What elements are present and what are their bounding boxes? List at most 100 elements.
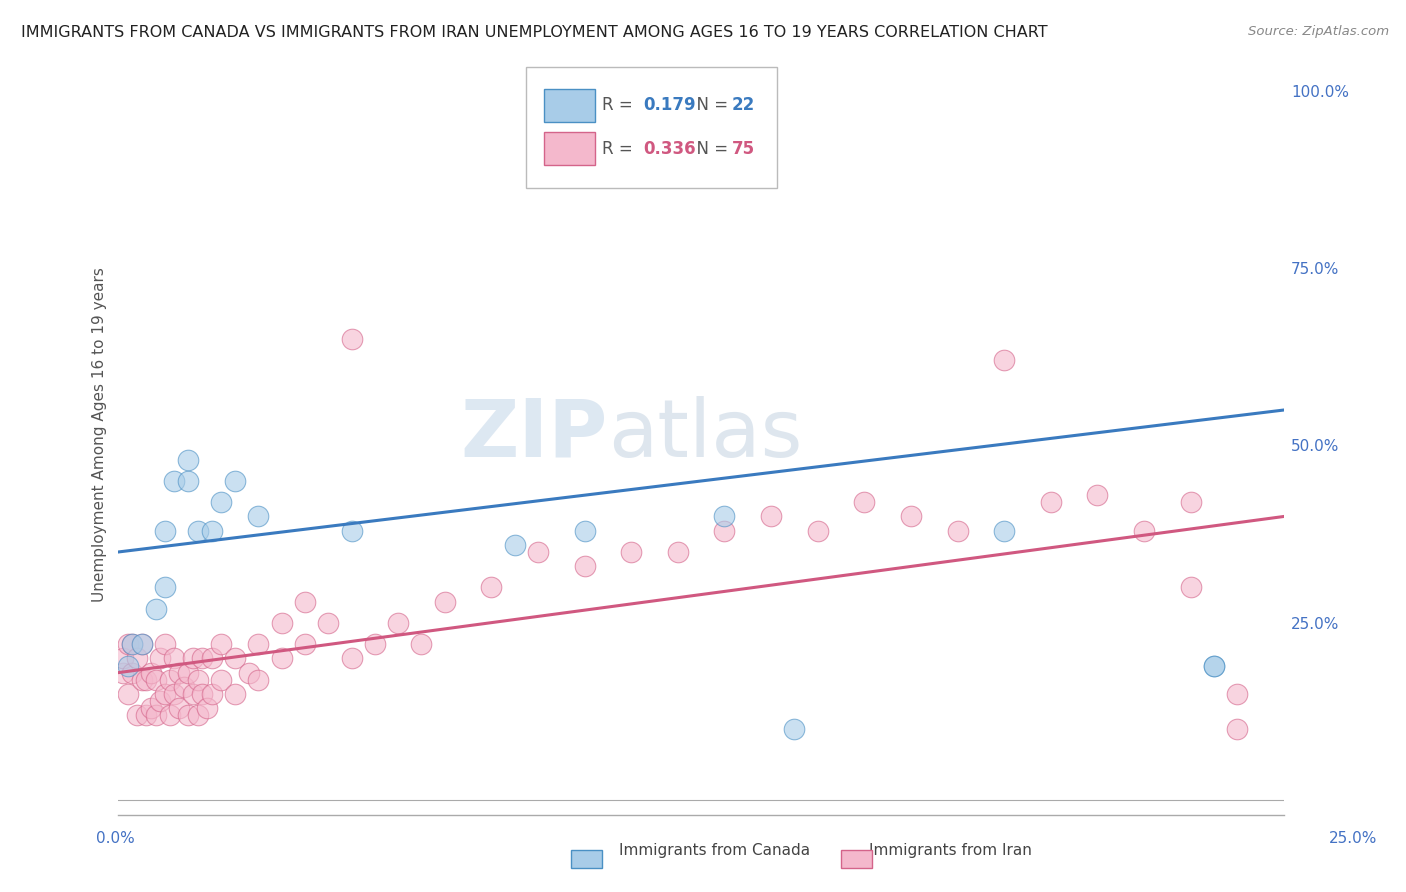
Point (191, 687, 214, 701)
Point (853, 495, 876, 509)
Y-axis label: Unemployment Among Ages 16 to 19 years: Unemployment Among Ages 16 to 19 years (93, 268, 107, 602)
Point (209, 637, 232, 651)
Text: IMMIGRANTS FROM CANADA VS IMMIGRANTS FROM IRAN UNEMPLOYMENT AMONG AGES 16 TO 19 : IMMIGRANTS FROM CANADA VS IMMIGRANTS FRO… (21, 25, 1047, 40)
Point (173, 680, 195, 694)
Point (224, 474, 246, 488)
Point (139, 701, 162, 715)
Point (201, 651, 224, 665)
Point (117, 658, 139, 673)
Point (127, 708, 149, 723)
Point (131, 673, 153, 687)
Point (121, 665, 143, 680)
FancyBboxPatch shape (544, 132, 595, 165)
Point (163, 651, 186, 665)
Point (167, 665, 190, 680)
Point (149, 694, 172, 708)
Text: N =: N = (686, 139, 734, 158)
Point (209, 673, 232, 687)
Text: R =: R = (602, 96, 638, 114)
Point (224, 651, 246, 665)
Point (145, 673, 167, 687)
Point (479, 581, 502, 595)
Point (224, 687, 246, 701)
Point (163, 687, 186, 701)
Point (1202, 658, 1225, 673)
Point (127, 651, 149, 665)
Text: ZIP: ZIP (461, 396, 607, 474)
Point (191, 651, 214, 665)
Point (294, 594, 316, 608)
Point (187, 708, 209, 723)
Text: 75: 75 (731, 139, 755, 158)
Point (666, 545, 689, 559)
Point (112, 665, 135, 680)
Text: Immigrants from Iran: Immigrants from Iran (869, 843, 1032, 857)
Point (177, 708, 200, 723)
Point (759, 509, 782, 524)
Text: Source: ZipAtlas.com: Source: ZipAtlas.com (1249, 25, 1389, 38)
Point (195, 701, 218, 715)
Point (149, 651, 172, 665)
Point (270, 615, 292, 630)
Point (900, 509, 922, 524)
Point (247, 673, 270, 687)
Point (574, 524, 596, 538)
Point (145, 708, 167, 723)
Point (993, 353, 1015, 368)
Text: R =: R = (602, 139, 638, 158)
Text: 25.0%: 25.0% (1329, 831, 1376, 846)
Point (121, 637, 143, 651)
Text: Immigrants from Canada: Immigrants from Canada (619, 843, 810, 857)
Point (153, 687, 176, 701)
Point (187, 673, 209, 687)
Point (340, 524, 363, 538)
Point (135, 708, 157, 723)
Point (131, 637, 153, 651)
Point (387, 615, 409, 630)
Text: 0.179: 0.179 (643, 96, 696, 114)
Point (1226, 687, 1249, 701)
Point (993, 524, 1015, 538)
Text: 0.0%: 0.0% (96, 831, 135, 846)
Point (1180, 581, 1202, 595)
Point (153, 524, 176, 538)
Point (1180, 495, 1202, 509)
Point (159, 708, 181, 723)
Point (1133, 524, 1156, 538)
Point (1226, 723, 1249, 737)
Point (163, 474, 186, 488)
Text: 22: 22 (731, 96, 755, 114)
Point (201, 687, 224, 701)
Point (340, 332, 363, 346)
Point (946, 524, 969, 538)
Point (1202, 658, 1225, 673)
Point (177, 665, 200, 680)
FancyBboxPatch shape (526, 67, 778, 188)
Point (1087, 488, 1109, 502)
Point (433, 594, 456, 608)
Point (145, 601, 167, 615)
Point (167, 701, 190, 715)
Point (364, 637, 387, 651)
Point (135, 673, 157, 687)
Point (121, 637, 143, 651)
Point (209, 495, 232, 509)
Point (139, 665, 162, 680)
Point (177, 474, 200, 488)
Text: N =: N = (686, 96, 734, 114)
Point (238, 665, 260, 680)
Point (574, 559, 596, 574)
Point (713, 524, 735, 538)
Point (117, 687, 139, 701)
Point (807, 524, 830, 538)
Point (187, 524, 209, 538)
Point (131, 637, 153, 651)
Point (1039, 495, 1062, 509)
Point (247, 509, 270, 524)
Point (783, 723, 806, 737)
Point (117, 637, 139, 651)
Point (201, 524, 224, 538)
Point (153, 637, 176, 651)
Point (316, 615, 339, 630)
Point (620, 545, 643, 559)
